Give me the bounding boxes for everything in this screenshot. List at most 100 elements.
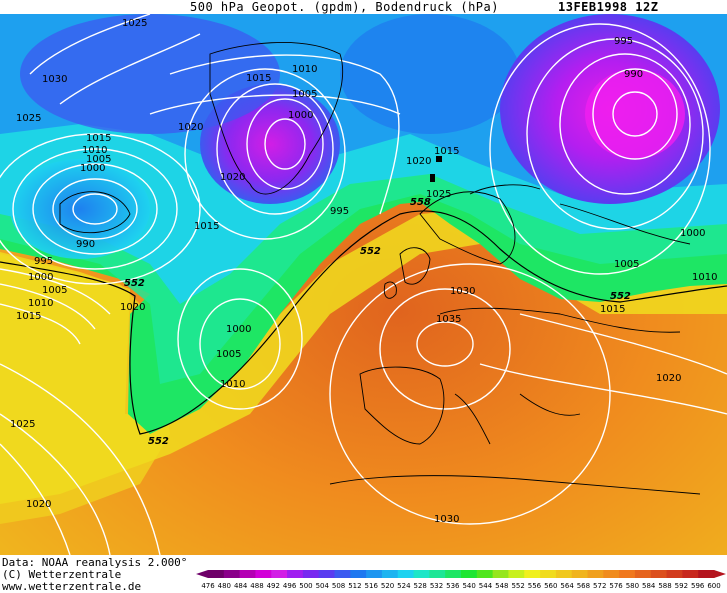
- legend-tick-label: 488: [250, 582, 263, 590]
- map-title: 500 hPa Geopot. (gpdm), Bodendruck (hPa): [190, 0, 499, 14]
- isobar-label: 1025: [10, 419, 35, 430]
- geopotential-label: 552: [148, 436, 169, 447]
- pressure-labels: 1025 1030 1025 1020 1015 1010 1005 1000 …: [10, 18, 717, 525]
- isobar-label: 1015: [194, 221, 219, 232]
- legend-swatch: [239, 570, 256, 578]
- isobar-label: 1015: [16, 311, 41, 322]
- data-source: Data: NOAA reanalysis 2.000°: [2, 556, 188, 569]
- legend-tick-label: 516: [365, 582, 379, 590]
- isobar-label: 1005: [292, 89, 317, 100]
- isobar-label: 990: [76, 239, 95, 250]
- legend-tick-label: 536: [446, 582, 460, 590]
- russia-low-inner: [585, 69, 685, 159]
- legend-tick-label: 588: [658, 582, 671, 590]
- legend-swatch: [540, 570, 557, 578]
- legend-tick-label: 520: [381, 582, 394, 590]
- legend-tick-label: 492: [267, 582, 280, 590]
- isobar-label: 1035: [436, 314, 461, 325]
- isobar-label: 1000: [680, 228, 705, 239]
- legend-tick-label: 572: [593, 582, 606, 590]
- legend-tick-label: 500: [299, 582, 312, 590]
- legend-swatch: [334, 570, 351, 578]
- low-west-core: [10, 159, 150, 259]
- isobar-label: 995: [614, 36, 633, 47]
- geopotential-label: 558: [410, 197, 431, 208]
- map-footer: Data: NOAA reanalysis 2.000° (C) Wetterz…: [0, 556, 727, 593]
- legend-swatch: [381, 570, 399, 578]
- isobar-label: 1015: [434, 146, 459, 157]
- north-blue-2: [340, 14, 520, 134]
- isobar-label: 1020: [656, 373, 681, 384]
- isobar-label: 1020: [26, 499, 51, 510]
- legend-tick-label: 504: [316, 582, 330, 590]
- legend-tick-label: 564: [560, 582, 574, 590]
- isobar-label: 1010: [692, 272, 717, 283]
- isobar-label: 1020: [120, 302, 145, 313]
- station-marker: [436, 156, 442, 162]
- isobar-label: 1020: [220, 172, 245, 183]
- isobar-label: 1005: [86, 154, 111, 165]
- legend-swatch: [429, 570, 446, 578]
- legend-tick-label: 584: [642, 582, 656, 590]
- isobar-label: 1005: [614, 259, 639, 270]
- isobar-label: 1010: [292, 64, 317, 75]
- legend-swatch: [603, 570, 620, 578]
- map-date: 13FEB1998 12Z: [558, 0, 659, 14]
- geopotential-label: 552: [124, 278, 145, 289]
- legend-swatch: [492, 570, 509, 578]
- isobar-label: 1025: [122, 18, 147, 29]
- isobar-label: 1030: [450, 286, 475, 297]
- isobar-label: 995: [34, 256, 53, 267]
- legend-swatch: [461, 570, 478, 578]
- legend-swatch: [413, 570, 430, 578]
- isobars: [0, 14, 727, 555]
- isobar-label: 1010: [220, 379, 245, 390]
- isobar-label: 1020: [178, 122, 203, 133]
- isobar-label: 1030: [42, 74, 67, 85]
- isobar-label: 1000: [288, 110, 313, 121]
- isobar-label: 1000: [28, 272, 53, 283]
- legend-tick-label: 552: [511, 582, 524, 590]
- isobar-label: 1025: [426, 189, 451, 200]
- isobar-label: 995: [330, 206, 349, 217]
- legend-swatch: [350, 570, 367, 578]
- legend-tick-label: 592: [675, 582, 688, 590]
- legend-tick-label: 532: [430, 582, 443, 590]
- legend-swatch: [445, 570, 462, 578]
- legend-tick-label: 580: [626, 582, 639, 590]
- weather-map: 552 552 552 558 552 1025 1030 1025 1020 …: [0, 14, 727, 555]
- isobar-label: 1015: [246, 73, 271, 84]
- legend-tick-label: 508: [332, 582, 345, 590]
- legend-swatch: [619, 570, 636, 578]
- legend-swatch: [287, 570, 304, 578]
- legend-arrow-right: [714, 570, 726, 578]
- legend-tick-label: 600: [707, 582, 720, 590]
- legend-tick-label: 480: [218, 582, 231, 590]
- legend-tick-label: 560: [544, 582, 557, 590]
- legend-swatch: [634, 570, 652, 578]
- legend-swatch: [555, 570, 573, 578]
- isobar-label: 1000: [226, 324, 251, 335]
- isobar-label: 1000: [80, 163, 105, 174]
- legend-swatch: [208, 570, 225, 578]
- isobar-label: 1005: [216, 349, 241, 360]
- legend-tick-label: 476: [201, 582, 215, 590]
- color-legend: 476 480 484 488 492 496 500 504 508 512 516 520 524 5…: [196, 570, 726, 590]
- legend-swatch: [587, 570, 604, 578]
- legend-arrow-left: [196, 570, 208, 578]
- legend-swatch: [508, 570, 525, 578]
- map-header: 500 hPa Geopot. (gpdm), Bodendruck (hPa)…: [0, 0, 727, 14]
- legend-swatch: [366, 570, 383, 578]
- geopotential-label: 552: [360, 246, 381, 257]
- isobar-label: 1025: [16, 113, 41, 124]
- legend-swatch: [666, 570, 683, 578]
- legend-swatch: [476, 570, 494, 578]
- legend-tick-label: 576: [609, 582, 623, 590]
- legend-tick-label: 524: [397, 582, 411, 590]
- isobar-label: 1015: [600, 304, 625, 315]
- legend-swatch: [223, 570, 241, 578]
- legend-swatch: [524, 570, 541, 578]
- isobar-label: 1030: [434, 514, 459, 525]
- website-link[interactable]: www.wetterzentrale.de: [2, 580, 142, 593]
- isobar-label: 1010: [28, 298, 53, 309]
